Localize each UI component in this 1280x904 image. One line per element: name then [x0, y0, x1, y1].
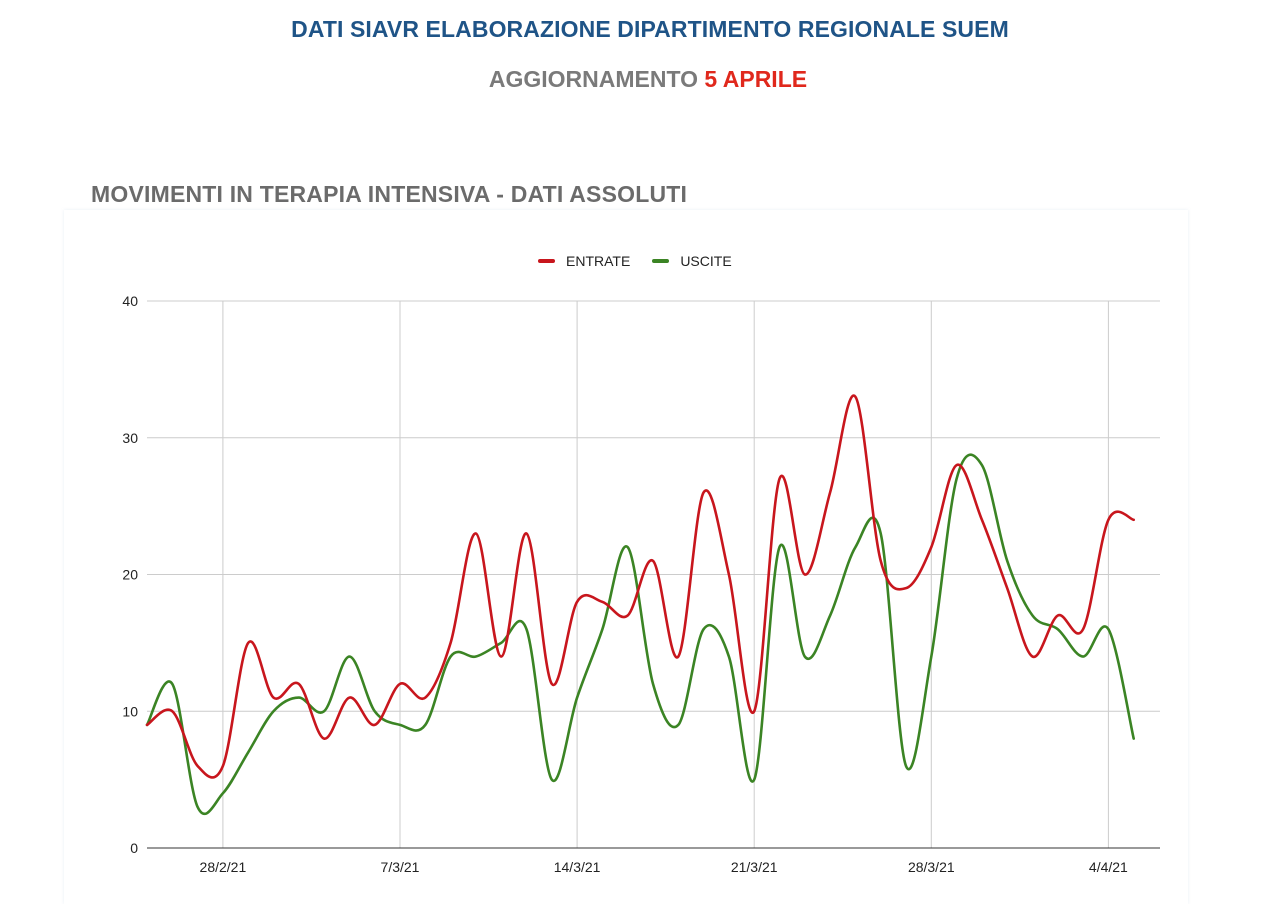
chart-panel	[64, 210, 1188, 904]
x-tick-label: 21/3/21	[731, 859, 778, 875]
x-tick-label: 28/2/21	[200, 859, 247, 875]
y-tick-label: 30	[122, 430, 138, 446]
legend-item-uscite: USCITE	[652, 253, 732, 269]
legend-swatch-entrate	[538, 259, 555, 263]
update-label: AGGIORNAMENTO	[488, 66, 705, 92]
x-tick-label: 14/3/21	[554, 859, 601, 875]
tick-layer: 0 10 20 30 40 28/2/21 7/3/21 14/3/21 21/3/21 28/3…	[122, 293, 1128, 875]
y-tick-label: 20	[122, 567, 138, 583]
x-tick-label: 4/4/21	[1089, 859, 1128, 875]
legend: ENTRATE USCITE	[538, 252, 754, 270]
legend-label-uscite: USCITE	[680, 253, 732, 269]
series-line-uscite	[145, 453, 1135, 816]
page-title: DATI SIAVR ELABORAZIONE DIPARTIMENTO REG…	[291, 16, 1009, 42]
chart-title: MOVIMENTI IN TERAPIA INTENSIVA - DATI AS…	[91, 181, 688, 207]
legend-label-entrate: ENTRATE	[566, 253, 631, 269]
y-tick-label: 10	[122, 703, 138, 719]
x-tick-label: 28/3/21	[908, 859, 955, 875]
legend-swatch-uscite	[652, 259, 670, 263]
series-line-entrate	[145, 394, 1135, 779]
series-layer	[145, 394, 1135, 816]
update-subtitle: AGGIORNAMENTO 5 APRILE	[0, 66, 1280, 93]
y-tick-label: 0	[130, 840, 138, 856]
update-date: 5 APRILE	[704, 66, 808, 92]
y-tick-label: 40	[122, 293, 138, 309]
x-tick-label: 7/3/21	[381, 859, 420, 875]
grid-layer	[147, 300, 1160, 849]
legend-item-entrate: ENTRATE	[538, 253, 630, 269]
